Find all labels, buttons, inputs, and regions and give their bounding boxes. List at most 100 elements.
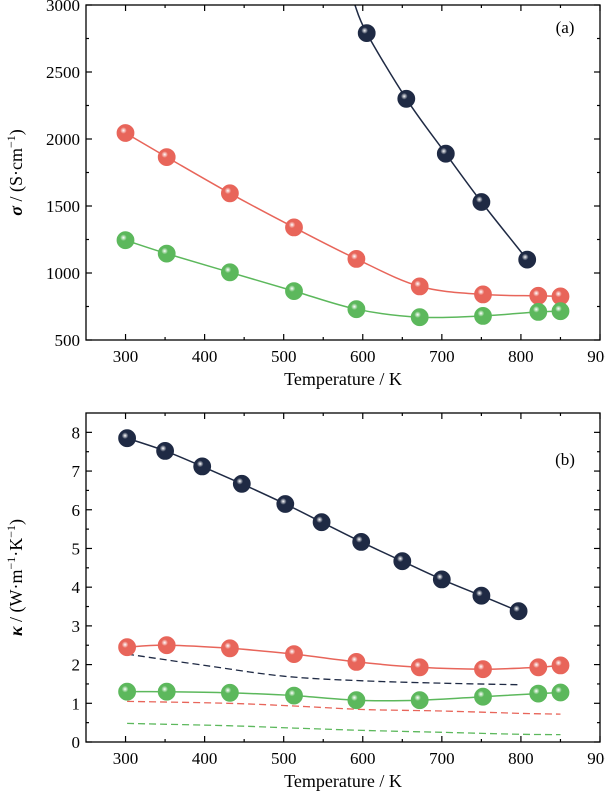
y-tick-label: 3000 xyxy=(46,0,80,15)
x-tick-label: 900 xyxy=(587,347,605,366)
y-tick-label: 1500 xyxy=(46,197,80,216)
y-axis-unit: / (S·cm xyxy=(6,148,27,206)
panel-label: (b) xyxy=(555,450,575,469)
marker-s0-p9 xyxy=(472,586,491,605)
marker-s2-p7 xyxy=(529,684,548,703)
x-axis-title: Temperature / K xyxy=(284,369,402,389)
marker-s1-p3 xyxy=(285,218,303,237)
x-tick-label: 500 xyxy=(271,749,297,768)
marker-s2-p5 xyxy=(410,691,429,710)
marker-s2-p1 xyxy=(157,244,176,263)
marker-s1-p5 xyxy=(410,277,429,296)
y-tick-label: 2 xyxy=(72,656,81,675)
plot-frame xyxy=(85,412,601,743)
marker-s0-p2 xyxy=(436,144,455,163)
y-axis-unit-mid: ·K xyxy=(6,538,26,557)
y-axis-unit: / (W·m xyxy=(6,570,27,627)
marker-s1-p6 xyxy=(474,285,492,304)
x-tick-label: 700 xyxy=(429,749,455,768)
y-tick-label: 3 xyxy=(72,617,81,636)
fit-line-1 xyxy=(127,644,561,670)
marker-s0-p4 xyxy=(276,495,295,513)
x-tick-label: 500 xyxy=(271,347,297,366)
marker-s0-p10 xyxy=(509,602,528,621)
marker-s0-p7 xyxy=(393,552,412,571)
panel-a: 300 400 500 600 700 800 900 500 1000 1500 2000 2500… xyxy=(4,0,605,389)
marker-s2-p4 xyxy=(347,691,366,710)
y-tick-label: 0 xyxy=(72,733,81,752)
y-axis-title: κ / (W·m−1·K−1) xyxy=(4,519,27,636)
marker-s0-p1 xyxy=(397,89,416,108)
marker-s0-p3 xyxy=(472,193,491,211)
y-tick-label: 6 xyxy=(72,501,81,520)
marker-s0-p3 xyxy=(232,474,251,493)
x-tick-label: 800 xyxy=(508,347,534,366)
marker-s0-p6 xyxy=(352,533,371,551)
y-axis-sup: −1 xyxy=(4,135,18,148)
x-tick-label: 400 xyxy=(192,749,218,768)
dashed-line-3 xyxy=(127,653,519,686)
panel-label: (a) xyxy=(556,18,575,37)
x-tick-label: 600 xyxy=(350,347,376,366)
marker-s1-p5 xyxy=(410,658,429,677)
marker-s0-p8 xyxy=(432,570,451,589)
marker-s1-p7 xyxy=(529,286,548,305)
y-tick-label: 500 xyxy=(55,331,81,350)
marker-s2-p5 xyxy=(410,308,429,327)
x-tick-label: 900 xyxy=(587,749,605,768)
y-tick-label: 8 xyxy=(72,423,81,442)
fit-line-2 xyxy=(127,690,561,702)
marker-s2-p2 xyxy=(220,683,239,702)
marker-s0-p0 xyxy=(357,24,376,42)
marker-s1-p8 xyxy=(551,656,570,675)
marker-s2-p4 xyxy=(347,300,366,319)
marker-s2-p8 xyxy=(551,683,570,702)
marker-s2-p6 xyxy=(474,306,492,325)
marker-s0-p2 xyxy=(193,457,212,476)
marker-s2-p6 xyxy=(474,687,492,706)
marker-s2-p3 xyxy=(285,282,303,301)
fit-line-0 xyxy=(354,5,528,261)
x-tick-label: 300 xyxy=(113,347,139,366)
marker-s2-p0 xyxy=(118,682,136,701)
marker-s0-p0 xyxy=(118,429,136,448)
x-tick-label: 300 xyxy=(113,749,139,768)
marker-s1-p2 xyxy=(220,184,239,203)
marker-s1-p7 xyxy=(529,658,548,677)
marker-s0-p5 xyxy=(312,513,331,532)
y-tick-label: 1000 xyxy=(46,264,80,283)
marker-s1-p4 xyxy=(347,249,366,268)
fit-line-1 xyxy=(125,132,561,298)
x-axis-title: Temperature / K xyxy=(284,771,402,791)
marker-s1-p6 xyxy=(474,660,492,679)
marker-s1-p0 xyxy=(116,124,135,142)
panel-b: 300 400 500 600 700 800 900 0 1 2 3 4 5 6 7 8 Temperatur… xyxy=(4,412,605,791)
marker-s2-p0 xyxy=(116,231,135,250)
y-axis-symbol: κ xyxy=(6,626,26,636)
dashed-line-5 xyxy=(127,722,561,736)
y-tick-label: 2500 xyxy=(46,63,80,82)
x-tick-label: 400 xyxy=(192,347,218,366)
y-axis-title: σ / (S·cm−1) xyxy=(4,129,27,215)
y-tick-label: 2000 xyxy=(46,130,80,149)
dashed-line-4 xyxy=(127,700,561,715)
marker-s1-p2 xyxy=(220,639,239,658)
x-tick-label: 800 xyxy=(508,749,534,768)
y-axis-sup2: −1 xyxy=(4,525,18,538)
x-tick-label: 700 xyxy=(429,347,455,366)
marker-s1-p3 xyxy=(285,645,303,663)
y-tick-label: 7 xyxy=(72,462,81,481)
marker-s2-p2 xyxy=(220,263,239,282)
marker-s1-p4 xyxy=(347,653,366,671)
plot-frame xyxy=(85,4,601,341)
y-axis-close: ) xyxy=(6,129,27,135)
marker-s0-p1 xyxy=(156,441,175,460)
y-axis-symbol: σ xyxy=(6,205,26,216)
x-tick-label: 600 xyxy=(350,749,376,768)
marker-s2-p3 xyxy=(285,686,303,705)
y-tick-label: 1 xyxy=(72,694,81,713)
y-tick-label: 4 xyxy=(72,578,81,597)
marker-s1-p0 xyxy=(118,638,136,657)
marker-s1-p1 xyxy=(157,636,176,655)
